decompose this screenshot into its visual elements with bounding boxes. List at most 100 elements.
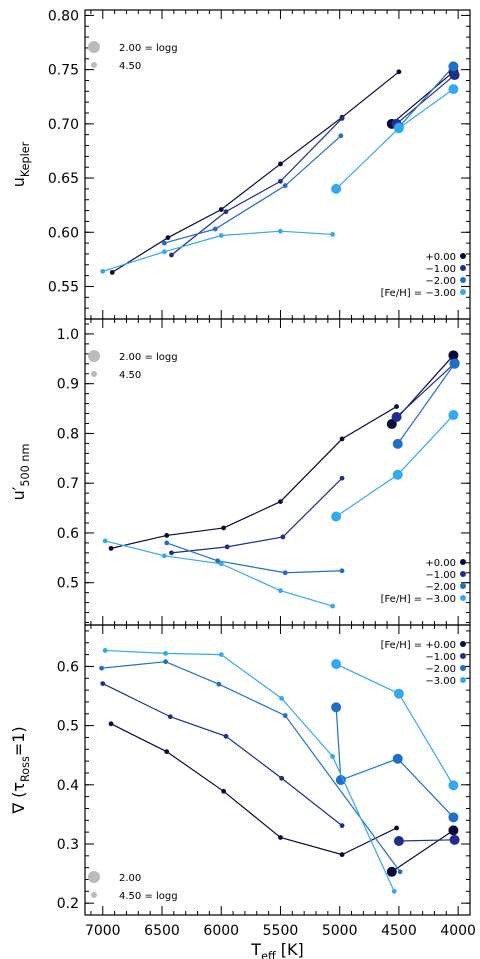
series-line-logg-4.50 <box>111 71 400 273</box>
data-point-small <box>282 570 288 576</box>
legend-marker-feh <box>460 595 466 601</box>
y-tick-label: 0.65 <box>48 171 79 187</box>
x-tick-label: 5500 <box>263 923 299 939</box>
data-point-small <box>221 525 227 531</box>
series-line-logg-2.00 <box>397 363 456 445</box>
data-point-small <box>282 713 288 718</box>
data-point-small <box>339 823 345 829</box>
data-point-large <box>391 412 402 423</box>
data-point-large <box>448 780 459 791</box>
y-tick-label: 0.75 <box>48 63 79 79</box>
data-point-small <box>100 681 106 686</box>
data-point-small <box>339 436 345 442</box>
data-point-small <box>99 665 104 671</box>
legend-marker-large <box>88 41 100 53</box>
plot-frame <box>84 318 471 626</box>
y-tick-label: 0.9 <box>57 377 79 393</box>
legend-marker-feh <box>460 253 466 259</box>
data-point-small <box>339 568 345 574</box>
data-point-small <box>282 183 288 189</box>
data-point-small <box>169 550 174 556</box>
y-tick-label: 0.6 <box>57 659 79 675</box>
series-line-logg-2.00 <box>335 707 454 818</box>
data-point-small <box>218 561 224 567</box>
data-point-small <box>161 249 167 255</box>
series-line-logg-4.50 <box>105 649 395 892</box>
data-point-small <box>278 588 283 594</box>
legend-label-feh: [Fe/H] = +0.00 <box>381 640 456 651</box>
data-point-small <box>169 252 174 258</box>
series-line-logg-4.50 <box>110 406 397 549</box>
y-tick-label: 0.55 <box>48 279 79 295</box>
series-+0.00 <box>108 721 459 877</box>
legend-label-large: 2.00 = logg <box>119 43 178 54</box>
data-point-small <box>278 835 283 840</box>
data-point-large <box>448 84 459 95</box>
data-point-large <box>393 688 404 699</box>
x-tick-label: 5000 <box>322 923 358 939</box>
data-point-small <box>109 269 115 275</box>
data-point-large <box>393 836 404 847</box>
y-tick-label: 0.6 <box>57 526 79 542</box>
data-point-small <box>164 533 170 538</box>
data-point-small <box>100 268 106 274</box>
data-point-small <box>391 888 397 894</box>
y-tick-label: 0.70 <box>48 117 79 133</box>
data-point-small <box>339 852 345 858</box>
legend-label-feh: −1.00 <box>425 570 456 581</box>
data-point-small <box>279 695 285 701</box>
data-point-small <box>163 651 168 656</box>
y-tick-label: 0.5 <box>57 576 79 592</box>
series-line-logg-4.50 <box>104 540 333 607</box>
y-tick-label: 0.3 <box>57 837 79 853</box>
legend-marker-large <box>88 871 100 883</box>
data-point-large <box>449 358 460 369</box>
data-point-small <box>330 232 335 237</box>
data-point-small <box>330 753 335 759</box>
data-point-small <box>278 499 283 505</box>
data-point-small <box>108 545 114 551</box>
data-point-large <box>392 753 403 764</box>
data-point-large <box>393 123 404 134</box>
data-point-small <box>221 788 227 794</box>
y-axis-label: u′500 nm <box>9 444 32 501</box>
legend-label-feh: −2.00 <box>425 582 456 593</box>
series-line-logg-4.50 <box>171 477 343 554</box>
plot-frame <box>84 624 471 916</box>
data-point-large <box>449 834 460 845</box>
x-tick-label: 4500 <box>381 923 417 939</box>
data-point-small <box>165 235 171 241</box>
data-point-large <box>392 438 403 449</box>
panel-middle: 0.5 0.6 0.7 0.8 0.9 1.0 u′500 nm 2.00 = logg 4.5… <box>9 318 471 626</box>
series-line-logg-4.50 <box>102 230 333 272</box>
series-−1.00 <box>100 681 460 847</box>
data-point-large <box>331 659 342 670</box>
data-point-small <box>218 652 224 657</box>
legend-marker-feh <box>460 677 466 683</box>
data-point-small <box>164 749 170 755</box>
x-tick-label: 6000 <box>203 923 239 939</box>
data-point-small <box>278 161 283 167</box>
legend-label-large: 2.00 <box>119 873 141 884</box>
data-point-large <box>448 812 459 823</box>
data-point-small <box>223 733 229 739</box>
legend-label-feh: [Fe/H] = −3.00 <box>381 594 456 605</box>
data-point-small <box>212 226 218 232</box>
data-point-small <box>339 116 345 121</box>
data-point-small <box>215 558 221 564</box>
data-point-large <box>331 702 342 713</box>
y-tick-label: 0.60 <box>48 225 79 241</box>
legend-marker-feh <box>460 289 466 295</box>
series-line-logg-4.50 <box>102 683 343 827</box>
legend-label-small: 4.50 = logg <box>119 891 178 902</box>
legend-label-large: 2.00 = logg <box>119 352 178 363</box>
series-line-logg-2.00 <box>391 71 454 125</box>
series-+0.00 <box>108 350 459 551</box>
data-point-small <box>167 714 173 720</box>
data-point-small <box>394 825 399 831</box>
x-tick-label: 7000 <box>85 923 121 939</box>
data-point-small <box>396 69 402 75</box>
y-tick-label: 0.7 <box>57 476 79 492</box>
data-point-small <box>338 133 344 139</box>
